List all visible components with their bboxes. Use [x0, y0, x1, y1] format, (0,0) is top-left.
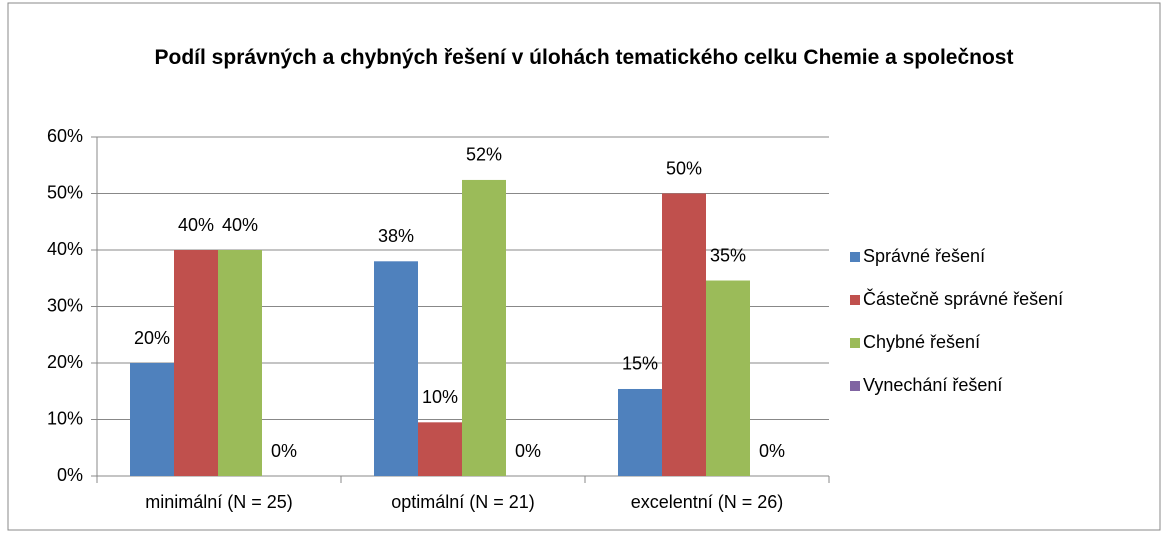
data-label: 40%	[222, 215, 258, 235]
legend-swatch	[850, 252, 860, 262]
legend-swatch	[850, 381, 860, 391]
data-label: 15%	[622, 354, 658, 374]
y-tick-label: 30%	[47, 295, 83, 315]
data-label: 50%	[666, 158, 702, 178]
data-label: 0%	[271, 441, 297, 461]
x-tick-label: optimální (N = 21)	[391, 492, 535, 512]
legend-label: Částečně správné řešení	[863, 288, 1063, 309]
data-label: 0%	[515, 441, 541, 461]
chart-title: Podíl správných a chybných řešení v úloh…	[154, 46, 1014, 69]
data-label: 38%	[378, 226, 414, 246]
bar	[174, 250, 218, 476]
bar	[618, 388, 662, 476]
data-label: 35%	[710, 245, 746, 265]
bar	[462, 179, 506, 476]
data-label: 10%	[422, 387, 458, 407]
bar	[706, 280, 750, 476]
legend-swatch	[850, 295, 860, 305]
y-tick-label: 50%	[47, 182, 83, 202]
bar	[374, 261, 418, 476]
data-label: 20%	[134, 328, 170, 348]
bar	[418, 422, 462, 476]
y-tick-label: 10%	[47, 408, 83, 428]
data-label: 0%	[759, 441, 785, 461]
y-tick-label: 60%	[47, 126, 83, 146]
legend-label: Vynechání řešení	[863, 375, 1002, 395]
legend-label: Správné řešení	[863, 246, 985, 266]
legend-swatch	[850, 338, 860, 348]
bar	[662, 193, 706, 476]
y-tick-label: 40%	[47, 239, 83, 259]
data-label: 40%	[178, 215, 214, 235]
legend-label: Chybné řešení	[863, 332, 980, 352]
y-tick-label: 20%	[47, 352, 83, 372]
x-tick-label: excelentní (N = 26)	[631, 492, 784, 512]
bar	[218, 250, 262, 476]
x-tick-label: minimální (N = 25)	[145, 492, 293, 512]
data-label: 52%	[466, 145, 502, 165]
bar	[130, 363, 174, 476]
y-tick-label: 0%	[57, 465, 83, 485]
